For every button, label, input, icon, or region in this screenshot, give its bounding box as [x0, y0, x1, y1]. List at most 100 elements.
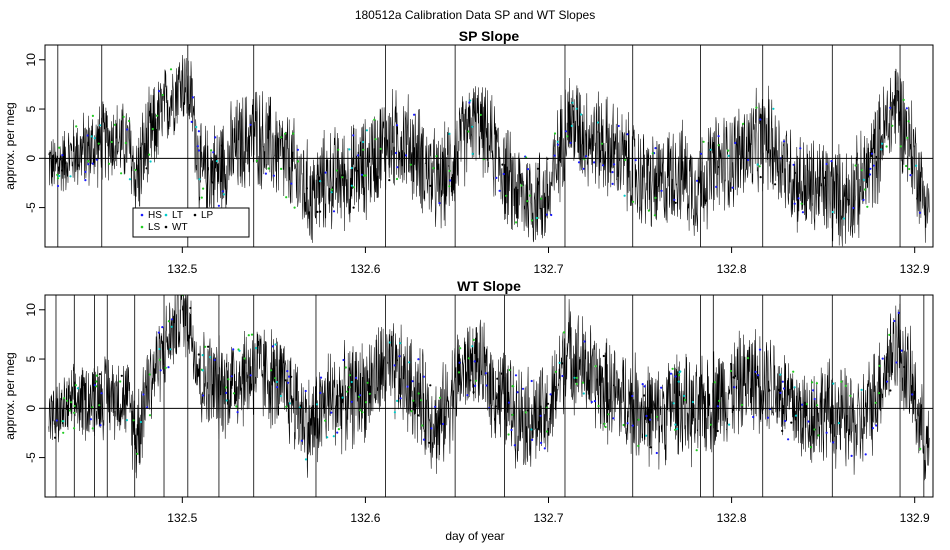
point-ls: [280, 136, 283, 139]
point-hs: [507, 401, 511, 404]
point-ls: [511, 413, 514, 416]
point-hs: [601, 164, 605, 167]
point-hs: [422, 375, 425, 378]
point-hs: [905, 107, 908, 110]
point-lt: [93, 137, 96, 140]
point-lt: [915, 164, 918, 167]
point-lp: [561, 362, 564, 365]
point-hs: [556, 143, 560, 146]
legend-label-wt: WT: [172, 222, 188, 233]
point-ls: [515, 221, 518, 224]
point-ls: [906, 136, 909, 139]
point-hs: [324, 171, 327, 174]
point-ls: [280, 167, 283, 170]
point-hs: [759, 118, 762, 121]
point-lt: [125, 419, 128, 422]
point-lt: [169, 348, 172, 351]
point-ls: [250, 333, 254, 336]
point-ls: [73, 427, 76, 430]
plot-frame: [44, 294, 934, 498]
point-ls: [448, 169, 451, 172]
point-hs: [869, 167, 872, 170]
point-hs: [801, 403, 804, 406]
point-ls: [285, 405, 288, 408]
point-lt: [399, 342, 402, 345]
point-lp: [61, 169, 64, 172]
point-lt: [862, 178, 866, 181]
point-lt: [727, 154, 730, 157]
point-lp: [875, 155, 878, 159]
point-lt: [709, 148, 712, 151]
point-hs: [530, 379, 533, 383]
point-lp: [352, 206, 355, 209]
point-hs: [196, 145, 199, 148]
point-hs: [660, 386, 663, 389]
point-hs: [230, 375, 233, 378]
point-lt: [341, 396, 344, 399]
point-lt: [676, 427, 679, 430]
point-hs: [889, 106, 892, 109]
point-ls: [727, 149, 730, 152]
point-ls: [324, 419, 327, 422]
point-hs: [157, 331, 160, 334]
point-lp: [717, 165, 720, 169]
point-ls: [362, 148, 365, 151]
point-lp: [546, 402, 550, 405]
point-lp: [417, 414, 420, 417]
point-ls: [91, 427, 94, 430]
point-lt: [772, 107, 775, 110]
point-hs: [733, 386, 736, 389]
point-lt: [90, 135, 93, 138]
point-lp: [428, 441, 431, 444]
point-ls: [702, 140, 705, 143]
point-hs: [868, 173, 872, 176]
point-lt: [881, 142, 884, 145]
point-ls: [95, 380, 98, 383]
point-lt: [350, 166, 353, 170]
point-ls: [553, 132, 557, 135]
point-lt: [794, 414, 798, 417]
point-ls: [247, 334, 250, 337]
point-hs: [350, 400, 353, 403]
point-lt: [728, 423, 731, 426]
point-ls: [575, 382, 578, 385]
point-lt: [831, 210, 834, 214]
point-lt: [225, 399, 228, 402]
point-hs: [249, 374, 252, 377]
point-ls: [631, 200, 635, 203]
point-hs: [212, 151, 215, 154]
point-hs: [832, 441, 835, 444]
point-ls: [809, 446, 812, 449]
point-hs: [521, 387, 525, 390]
point-hs: [276, 386, 279, 389]
point-lt: [832, 382, 835, 385]
point-lp: [774, 183, 777, 186]
point-ls: [243, 357, 246, 360]
point-hs: [84, 170, 87, 173]
point-ls: [813, 428, 816, 431]
point-lp: [768, 389, 771, 392]
point-lt: [580, 113, 583, 116]
point-lt: [678, 371, 681, 374]
point-lt: [672, 402, 675, 405]
point-lt: [139, 420, 142, 424]
point-ls: [164, 366, 167, 369]
point-ls: [562, 331, 566, 334]
point-hs: [398, 355, 401, 358]
point-hs: [561, 374, 564, 378]
point-ls: [811, 381, 814, 384]
point-ls: [97, 142, 100, 145]
point-hs: [513, 444, 516, 447]
y-tick-label: 0: [24, 155, 38, 162]
panel-title: WT Slope: [457, 278, 521, 294]
point-lp: [197, 353, 200, 356]
point-lt: [158, 347, 161, 351]
point-hs: [696, 179, 699, 182]
x-axis-label: day of year: [445, 529, 504, 543]
point-ls: [132, 419, 135, 422]
point-ls: [210, 149, 213, 152]
point-hs: [202, 394, 205, 397]
x-tick-label: 132.7: [533, 511, 563, 525]
point-hs: [514, 374, 518, 377]
point-hs: [830, 160, 833, 163]
